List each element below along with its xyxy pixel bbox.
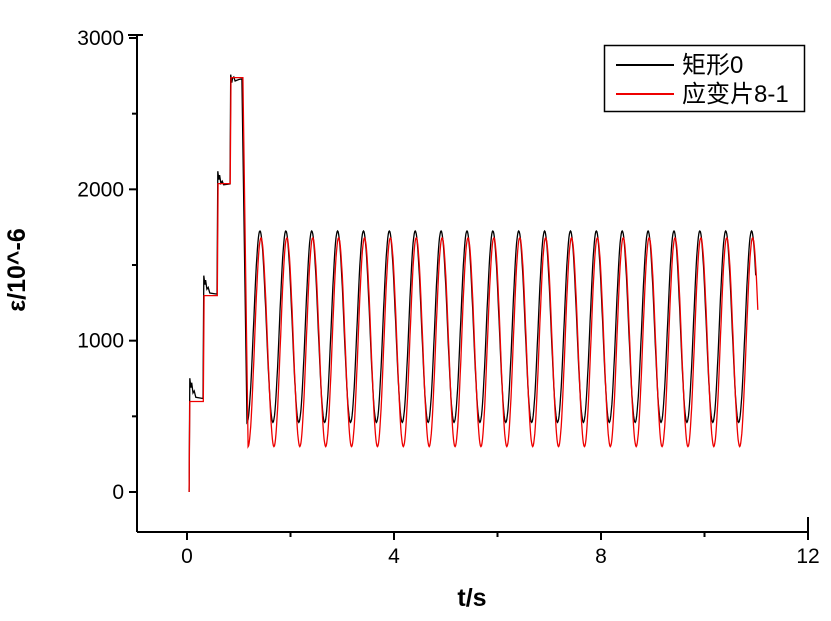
legend-label-gauge8-1: 应变片8-1 [682, 81, 789, 108]
y-axis-title: ε/10^-6 [3, 228, 31, 311]
tick-labels-group: 0 1000 2000 3000 0 4 8 12 [77, 27, 819, 568]
axes-group [128, 34, 809, 533]
x-tick-label: 4 [388, 545, 400, 568]
x-tick-label: 0 [181, 545, 193, 568]
x-axis-title: t/s [457, 584, 486, 612]
x-tick-label: 12 [796, 545, 819, 568]
y-tick-label: 3000 [77, 27, 124, 50]
x-tick-label: 8 [595, 545, 607, 568]
y-tick-label: 1000 [77, 330, 124, 353]
y-tick-label: 0 [112, 481, 124, 504]
y-tick-label: 2000 [77, 178, 124, 201]
legend-box: 矩形0 应变片8-1 [603, 44, 806, 113]
series-line-gauge8-1 [188, 76, 759, 493]
legend-frame [603, 44, 806, 113]
data-series-group [188, 74, 759, 493]
legend-label-rect0: 矩形0 [682, 52, 743, 79]
ticks-group [129, 37, 809, 540]
